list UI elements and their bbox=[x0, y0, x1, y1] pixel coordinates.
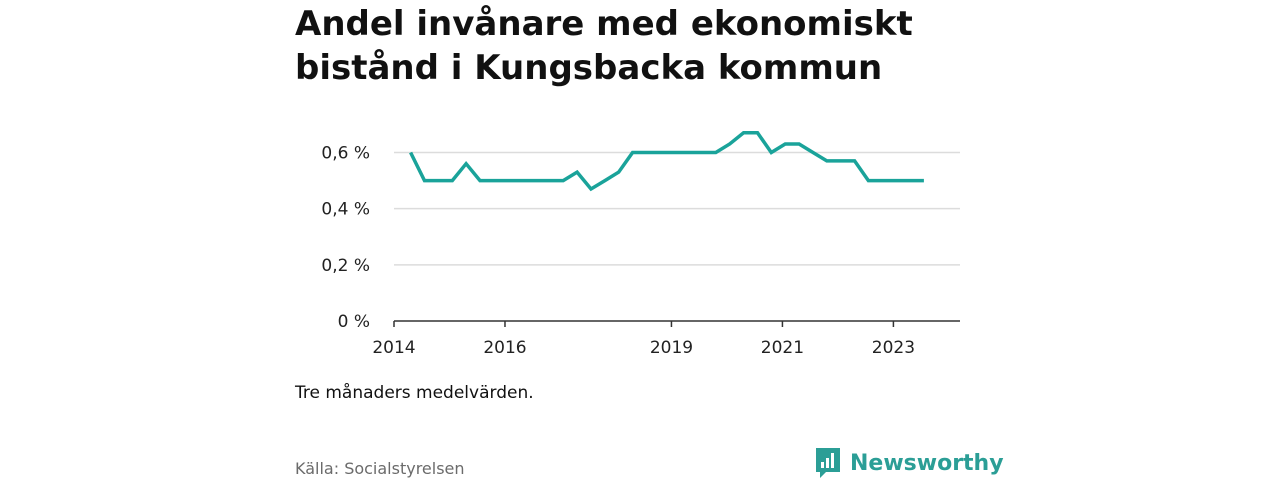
series-line bbox=[409, 131, 924, 192]
x-axis: 2014 2016 2019 2021 2023 bbox=[372, 320, 960, 358]
chart-note: Tre månaders medelvärden. bbox=[295, 383, 534, 403]
x-tick-label: 2014 bbox=[372, 338, 415, 358]
x-tick-label: 2023 bbox=[872, 338, 915, 358]
series-group bbox=[409, 131, 924, 192]
y-tick-label: 0,6 % bbox=[321, 143, 370, 163]
x-tick-label: 2019 bbox=[650, 338, 693, 358]
y-tick-label: 0,2 % bbox=[321, 256, 370, 276]
y-tick-label: 0,4 % bbox=[321, 200, 370, 220]
brand-logo: Newsworthy bbox=[814, 446, 1004, 480]
gridlines bbox=[394, 151, 960, 266]
source-credit: Källa: Socialstyrelsen bbox=[295, 459, 465, 478]
x-tick-label: 2016 bbox=[483, 338, 526, 358]
y-axis-ticks: 0 % 0,2 % 0,4 % 0,6 % bbox=[321, 143, 370, 332]
x-tick-label: 2021 bbox=[761, 338, 804, 358]
brand-name: Newsworthy bbox=[850, 450, 1004, 476]
y-tick-label: 0 % bbox=[338, 312, 370, 332]
chart-title: Andel invånare med ekonomiskt bistånd i … bbox=[295, 4, 913, 88]
newsworthy-logo-icon bbox=[816, 448, 840, 478]
